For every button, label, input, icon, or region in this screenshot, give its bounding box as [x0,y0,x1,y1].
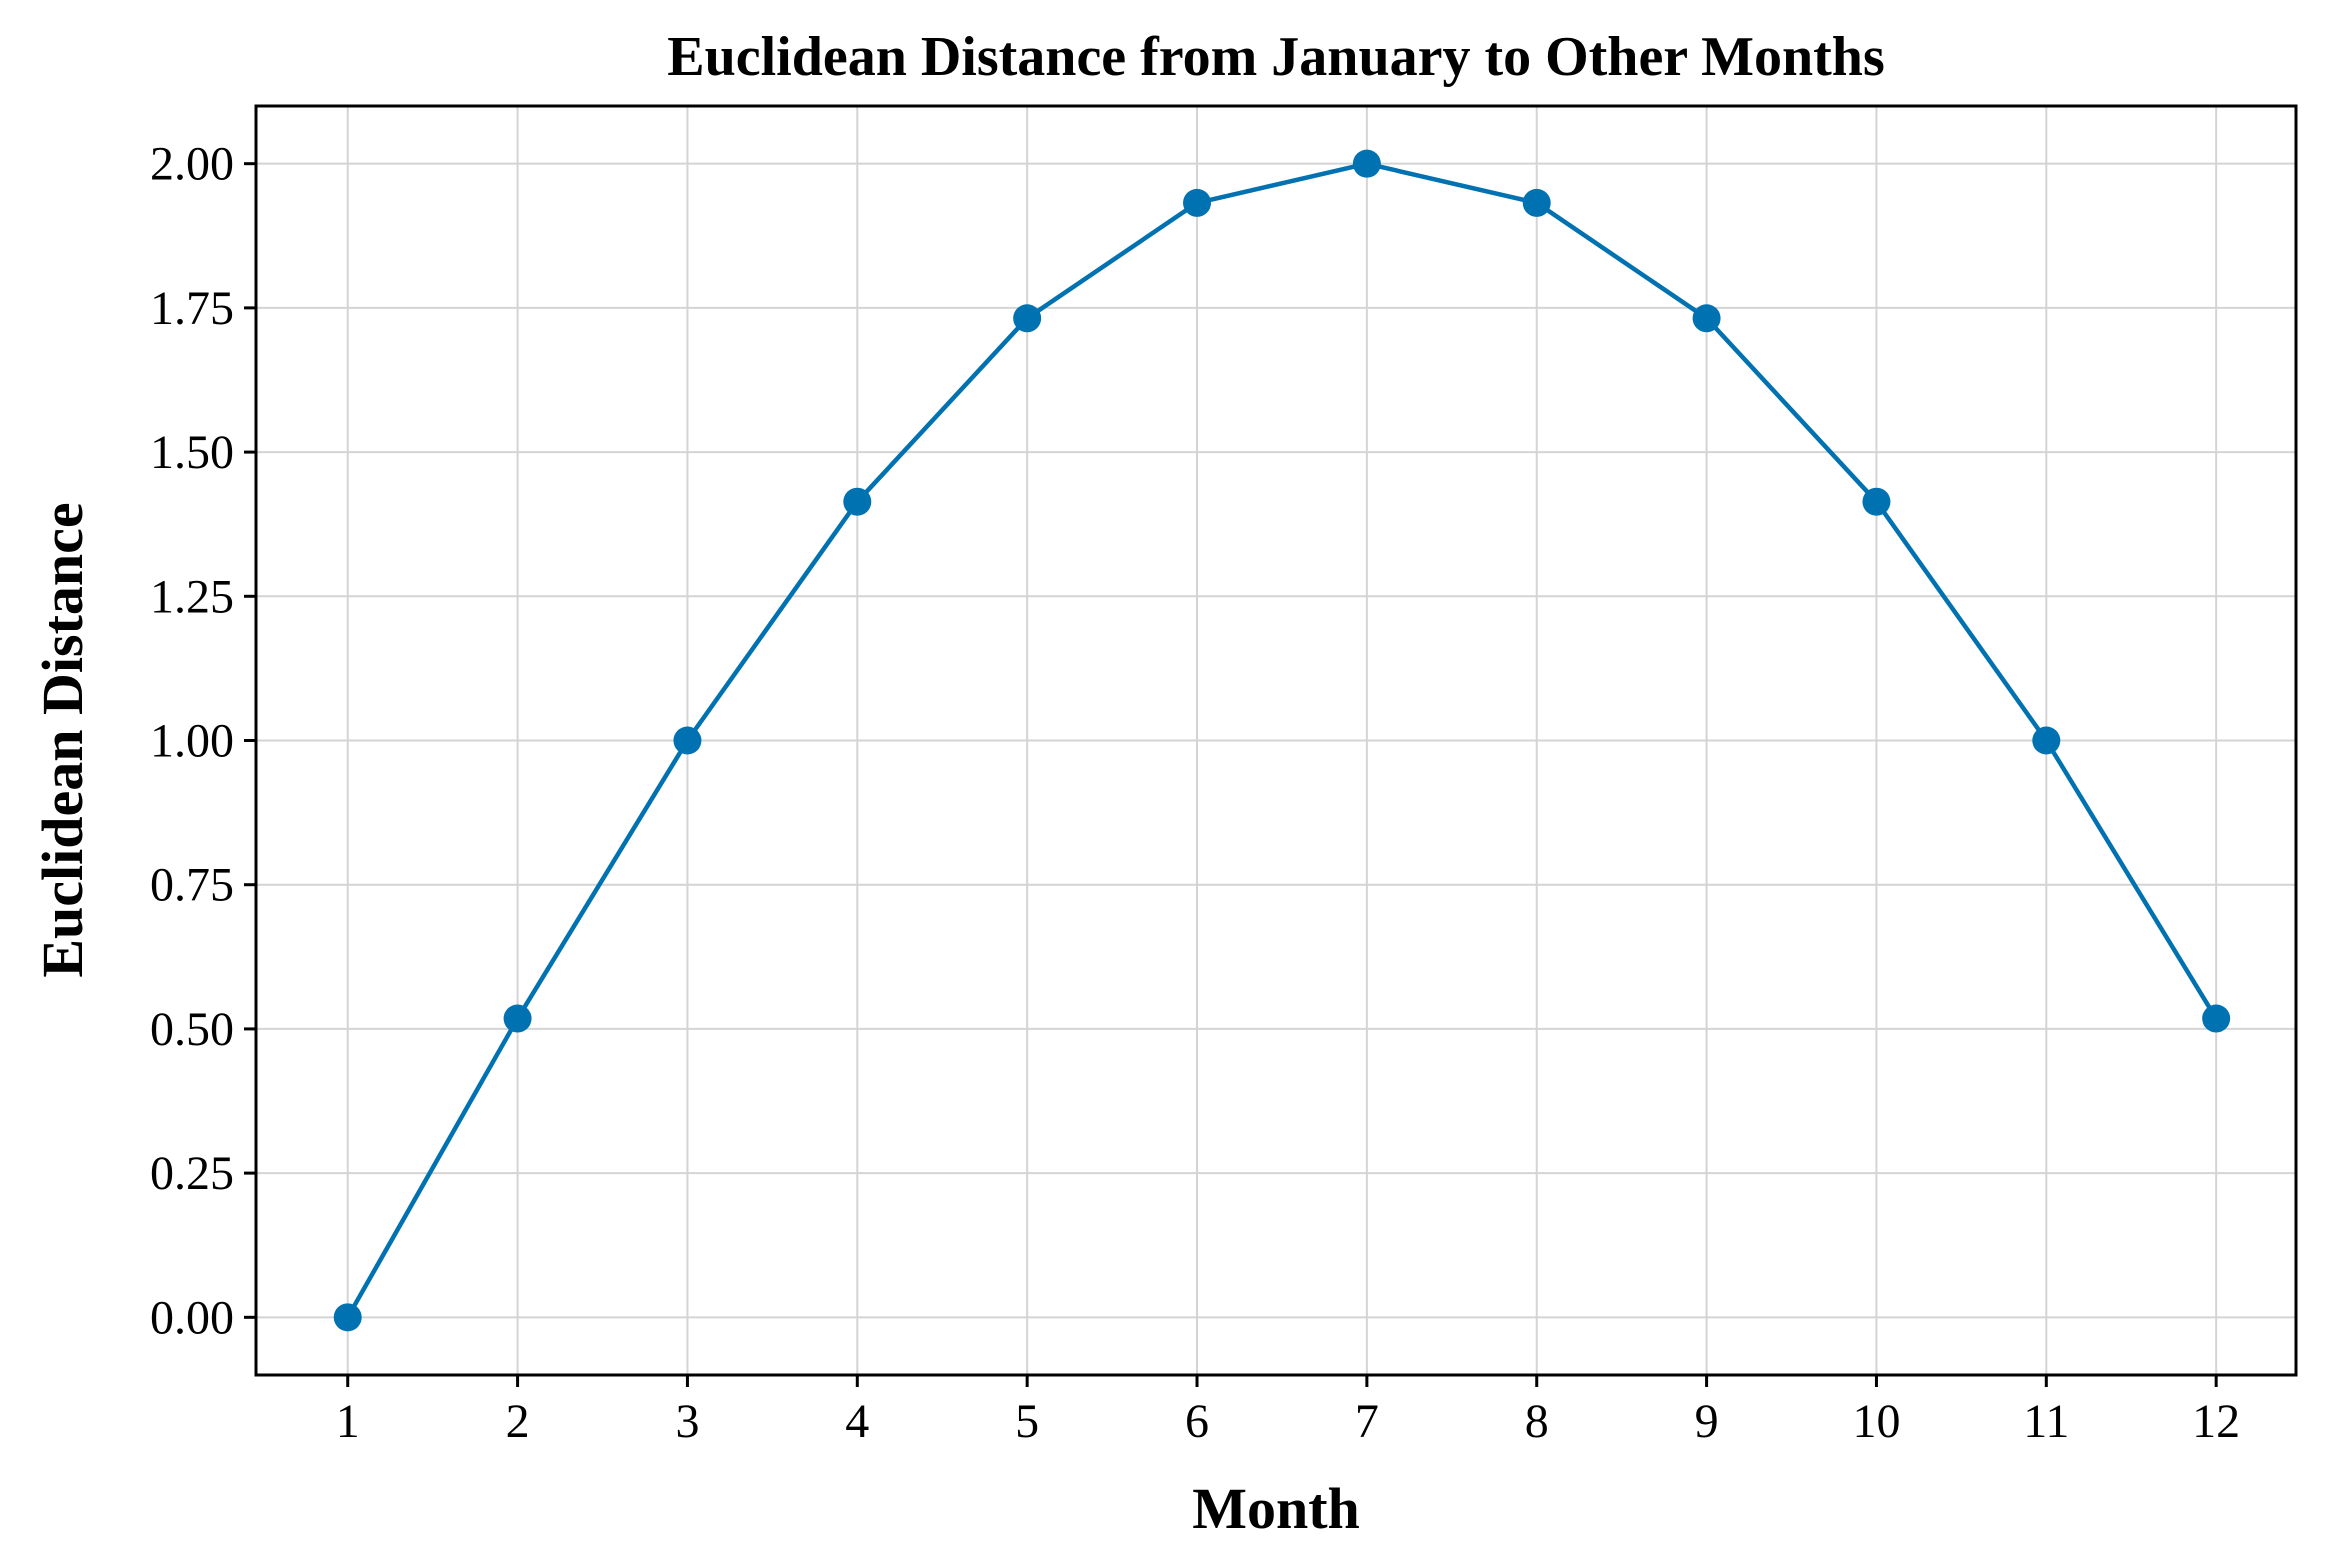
data-point [333,1303,362,1332]
x-tick-label: 3 [675,1395,699,1448]
data-point [673,726,702,755]
x-tick-label: 10 [1852,1395,1900,1448]
y-tick-label: 1.25 [150,570,234,623]
x-tick-label: 11 [2023,1395,2069,1448]
data-point [1013,304,1042,333]
y-tick-label: 0.25 [150,1147,234,1200]
chart-title: Euclidean Distance from January to Other… [667,26,1884,88]
data-point [1862,487,1891,516]
y-tick-label: 1.00 [150,715,234,768]
y-tick-label: 0.50 [150,1003,234,1056]
data-point [503,1004,532,1033]
x-tick-label: 1 [336,1395,360,1448]
data-point [1183,188,1212,217]
y-axis: 0.00 0.25 0.50 0.75 1.00 1.25 1.50 1.75 2.00 [150,138,256,1344]
data-point [1352,149,1381,178]
data-series [333,149,2231,1332]
x-tick-label: 4 [845,1395,869,1448]
y-tick-label: 0.00 [150,1291,234,1344]
x-tick-label: 12 [2192,1395,2240,1448]
y-tick-label: 2.00 [150,138,234,191]
x-axis: 1 2 3 4 5 6 7 8 9 10 11 12 [336,1375,2240,1448]
x-tick-label: 6 [1185,1395,1209,1448]
y-tick-label: 1.75 [150,282,234,335]
data-point [843,487,872,516]
x-tick-label: 8 [1525,1395,1549,1448]
data-point [1692,304,1721,333]
data-point [1522,188,1551,217]
x-tick-label: 9 [1695,1395,1719,1448]
series-line [345,161,2219,1319]
x-tick-label: 2 [506,1395,530,1448]
data-point [2032,726,2061,755]
x-tick-label: 5 [1015,1395,1039,1448]
data-point [2202,1004,2231,1033]
y-tick-label: 0.75 [150,859,234,912]
x-tick-label: 7 [1355,1395,1379,1448]
gridlines [256,106,2296,1375]
y-tick-label: 1.50 [150,426,234,479]
y-axis-label: Euclidean Distance [30,502,95,977]
x-axis-label: Month [1192,1476,1360,1541]
